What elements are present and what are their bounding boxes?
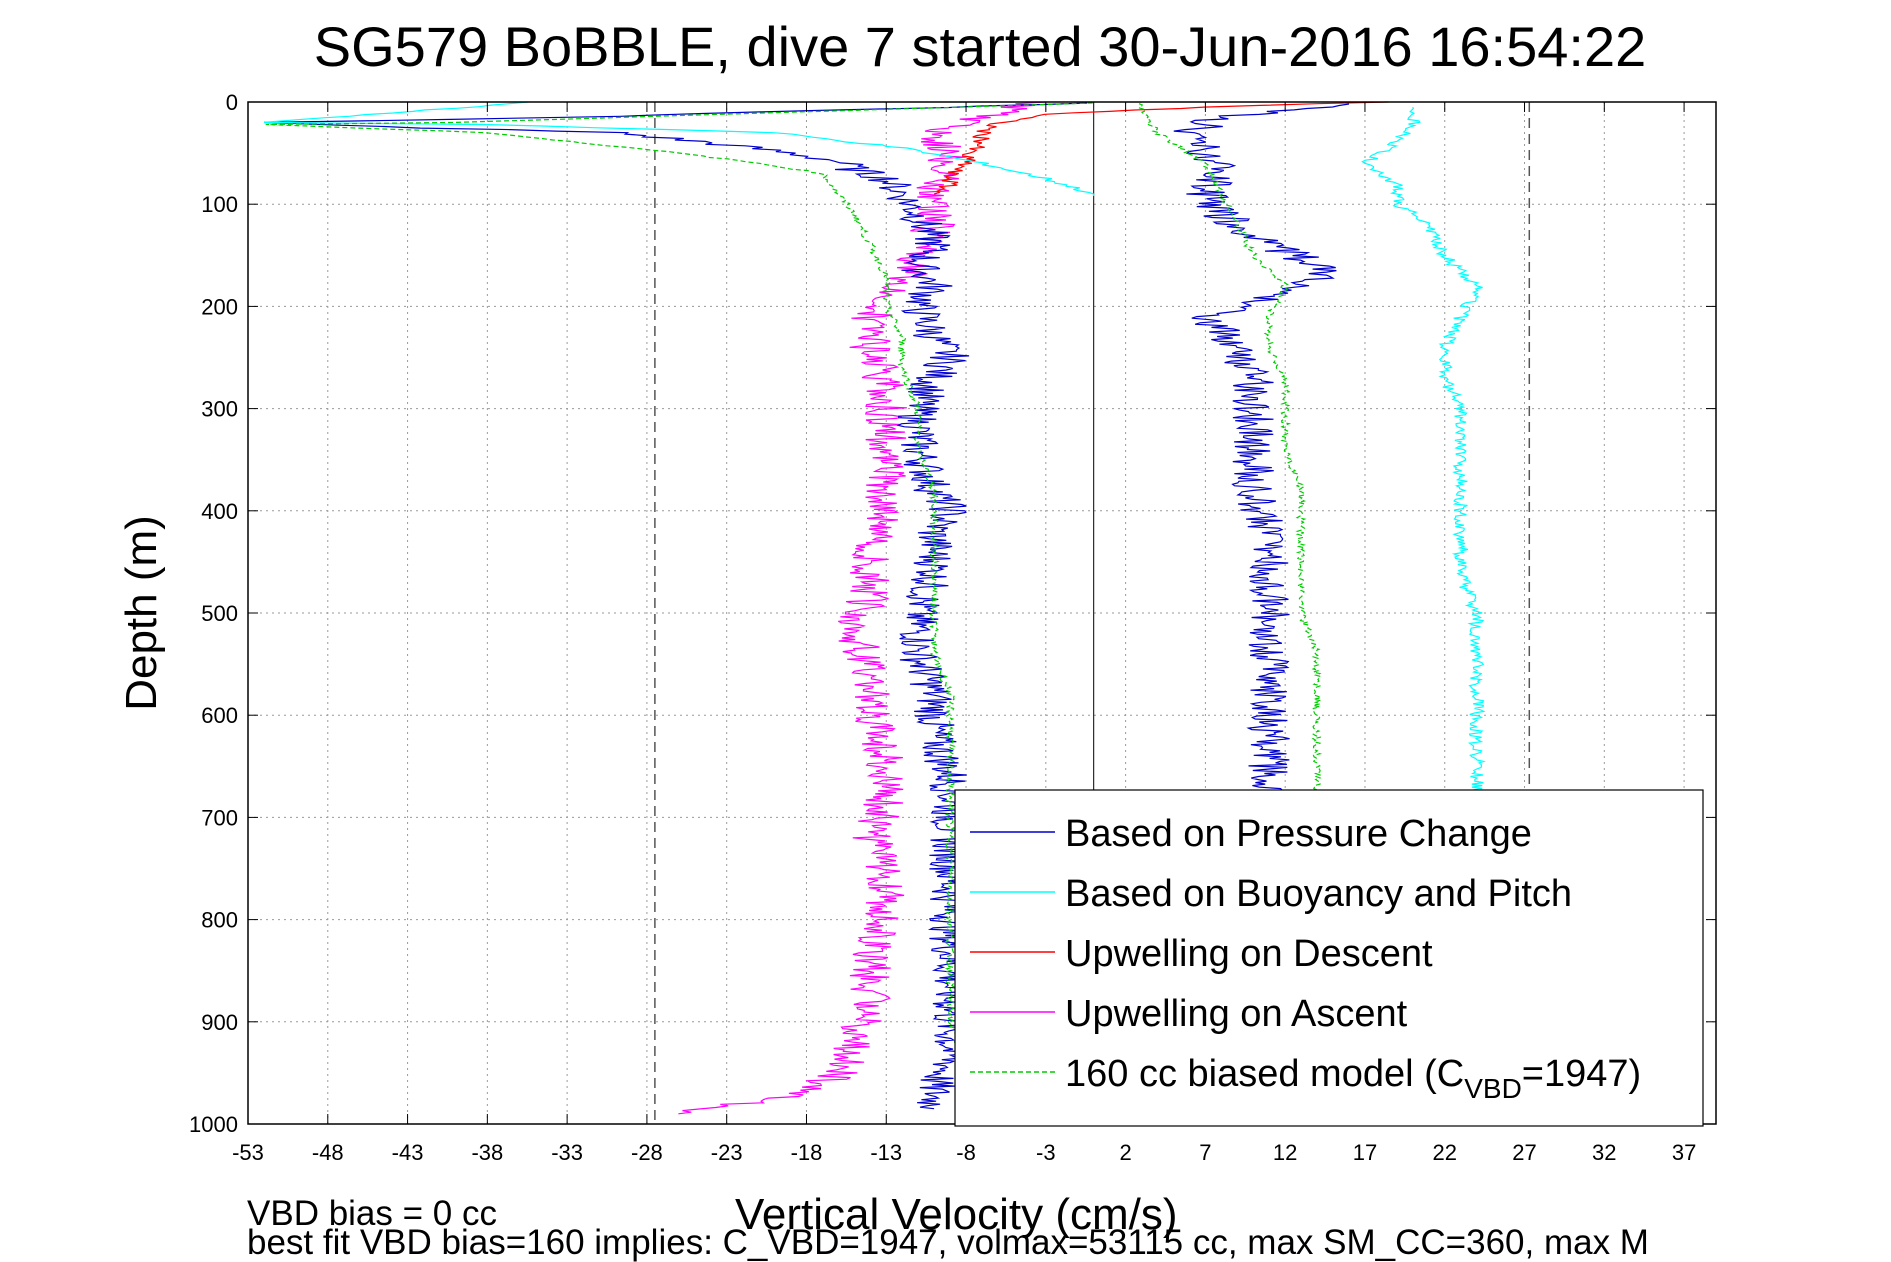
x-tick-label: 37 bbox=[1672, 1140, 1696, 1165]
x-tick-label: -43 bbox=[392, 1140, 424, 1165]
series-line-1 bbox=[263, 102, 1088, 1110]
x-tick-label: -18 bbox=[791, 1140, 823, 1165]
x-tick-label: -38 bbox=[471, 1140, 503, 1165]
series-line-3 bbox=[933, 101, 1389, 195]
x-tick-label: 2 bbox=[1119, 1140, 1131, 1165]
series-line-4 bbox=[678, 101, 1046, 1115]
x-tick-label: -8 bbox=[956, 1140, 976, 1165]
x-tick-label: -3 bbox=[1036, 1140, 1056, 1165]
legend-label: Based on Pressure Change bbox=[1065, 813, 1532, 855]
x-tick-label: -33 bbox=[551, 1140, 583, 1165]
legend-label: Upwelling on Ascent bbox=[1065, 993, 1408, 1035]
x-tick-label: 12 bbox=[1273, 1140, 1297, 1165]
x-tick-label: -23 bbox=[711, 1140, 743, 1165]
x-tick-label: 27 bbox=[1512, 1140, 1536, 1165]
y-tick-label: 500 bbox=[201, 601, 238, 626]
x-tick-label: 7 bbox=[1199, 1140, 1211, 1165]
x-tick-label: 22 bbox=[1432, 1140, 1456, 1165]
x-tick-label: 32 bbox=[1592, 1140, 1616, 1165]
x-tick-label: -28 bbox=[631, 1140, 663, 1165]
y-tick-label: 1000 bbox=[189, 1112, 238, 1137]
legend-label: Based on Buoyancy and Pitch bbox=[1065, 873, 1572, 915]
y-axis-label: Depth (m) bbox=[117, 515, 166, 711]
y-tick-label: 100 bbox=[201, 192, 238, 217]
legend-label: Upwelling on Descent bbox=[1065, 933, 1433, 975]
vbd-bias-note: VBD bias = 0 cc bbox=[247, 1194, 497, 1233]
chart-title: SG579 BoBBLE, dive 7 started 30-Jun-2016… bbox=[314, 15, 1646, 78]
y-tick-label: 700 bbox=[201, 805, 238, 830]
x-tick-label: -53 bbox=[232, 1140, 264, 1165]
y-tick-label: 400 bbox=[201, 499, 238, 524]
x-ticks: -53 -48 -43 -38 -33 -28 -23 -18 -13 -8 -3 2 7 12 17 22 2… bbox=[232, 102, 1696, 1165]
x-tick-label: 17 bbox=[1353, 1140, 1377, 1165]
y-tick-label: 200 bbox=[201, 294, 238, 319]
x-tick-label: -13 bbox=[870, 1140, 902, 1165]
y-tick-label: 300 bbox=[201, 397, 238, 422]
y-tick-label: 900 bbox=[201, 1010, 238, 1035]
y-tick-label: 0 bbox=[226, 90, 238, 115]
x-axis-label: Vertical Velocity (cm/s) bbox=[735, 1190, 1178, 1239]
legend-box bbox=[954, 789, 1704, 1127]
y-ticks: 0 100 200 300 400 500 600 700 800 900 1000 bbox=[189, 90, 1716, 1137]
y-tick-label: 800 bbox=[201, 908, 238, 933]
best-fit-note: best fit VBD bias=160 implies: C_VBD=194… bbox=[247, 1223, 1649, 1262]
legend: Based on Pressure Change Based on Buoyanc… bbox=[954, 789, 1704, 1127]
series-line-2 bbox=[263, 101, 1095, 196]
x-tick-label: -48 bbox=[312, 1140, 344, 1165]
series-line-5 bbox=[265, 102, 1093, 1110]
y-tick-label: 600 bbox=[201, 703, 238, 728]
